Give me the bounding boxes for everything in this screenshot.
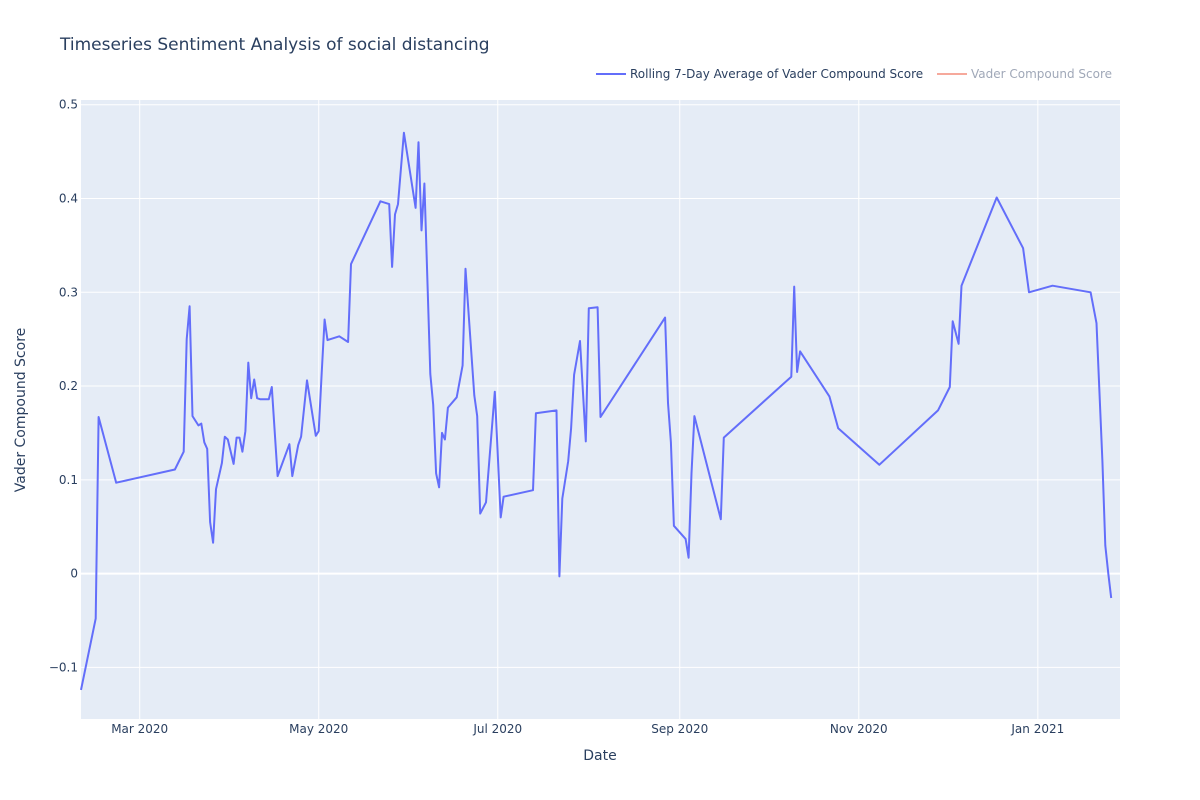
- series-layer: [80, 131, 1113, 691]
- x-gridlines: [139, 100, 1039, 719]
- legend-label: Rolling 7-Day Average of Vader Compound …: [630, 67, 923, 81]
- legend-item[interactable]: Rolling 7-Day Average of Vader Compound …: [596, 67, 923, 81]
- y-tick-label: 0.5: [59, 98, 78, 112]
- legend[interactable]: Rolling 7-Day Average of Vader Compound …: [596, 67, 1112, 81]
- y-tick-labels: 0.5 0.4 0.3 0.2 0.1 0 −0.1: [49, 98, 78, 675]
- chart-title: Timeseries Sentiment Analysis of social …: [59, 35, 490, 55]
- legend-item[interactable]: Vader Compound Score: [937, 67, 1112, 81]
- x-tick-label: Sep 2020: [651, 722, 708, 736]
- y-gridlines: [81, 104, 1120, 668]
- x-tick-label: Nov 2020: [830, 722, 888, 736]
- x-tick-label: Jul 2020: [472, 722, 522, 736]
- series-line-rolling-average: [80, 131, 1113, 691]
- legend-label: Vader Compound Score: [971, 67, 1112, 81]
- y-tick-label: 0.1: [59, 473, 78, 487]
- x-axis-title: Date: [583, 748, 616, 764]
- x-tick-labels: Mar 2020 May 2020 Jul 2020 Sep 2020 Nov 2020…: [111, 722, 1064, 736]
- x-tick-label: Jan 2021: [1010, 722, 1064, 736]
- y-tick-label: 0: [70, 567, 78, 581]
- y-tick-label: 0.3: [59, 285, 78, 299]
- y-tick-label: 0.2: [59, 379, 78, 393]
- x-tick-label: May 2020: [289, 722, 348, 736]
- x-tick-label: Mar 2020: [111, 722, 168, 736]
- y-axis-title: Vader Compound Score: [13, 328, 29, 493]
- y-tick-label: −0.1: [49, 660, 78, 674]
- y-tick-label: 0.4: [59, 191, 78, 205]
